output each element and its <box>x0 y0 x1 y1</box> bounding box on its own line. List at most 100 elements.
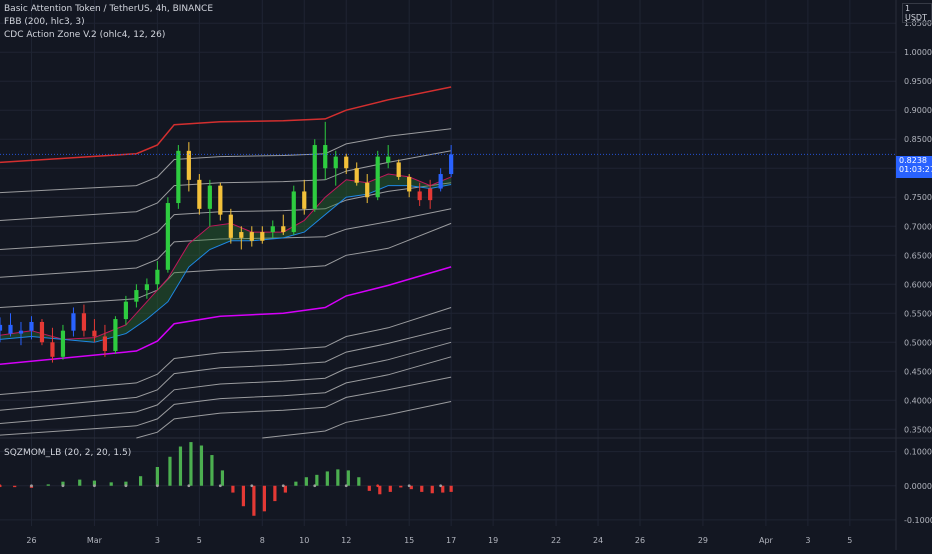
band-line-white <box>0 307 452 395</box>
momentum-bar <box>367 485 371 491</box>
momentum-bar <box>315 474 319 486</box>
momentum-bar <box>241 485 246 507</box>
time-tick-label: 10 <box>299 536 309 545</box>
band-line-white <box>0 150 452 221</box>
squeeze-dot <box>155 484 159 488</box>
candle-body <box>197 179 202 209</box>
momentum-bar <box>189 442 193 486</box>
price-tick-label: 1.0500 <box>904 19 932 28</box>
momentum-bar <box>283 485 287 493</box>
cdc-action-zone-emas <box>0 173 452 343</box>
currency-icon: 1 <box>905 4 911 13</box>
squeeze-dot <box>30 484 33 488</box>
momentum-bar <box>155 466 159 486</box>
momentum-bar <box>430 485 434 494</box>
candle-body <box>186 150 191 180</box>
candle-body <box>155 269 160 285</box>
candle-body <box>428 188 433 201</box>
bar-countdown: 01:03:27 <box>899 165 932 174</box>
squeeze-dot <box>313 484 317 488</box>
momentum-bar <box>273 485 277 502</box>
candle-body <box>312 145 317 209</box>
time-tick-label: Apr <box>759 536 774 545</box>
time-tick-label: 24 <box>593 536 603 545</box>
symbol-legend[interactable]: Basic Attention Token / TetherUS, 4h, BI… <box>4 4 214 14</box>
band-line-magenta <box>0 266 452 366</box>
squeeze-dot <box>61 484 65 488</box>
candle-body <box>407 176 412 192</box>
momentum-bar <box>357 477 361 486</box>
momentum-bar <box>409 485 413 490</box>
time-tick-label: 19 <box>488 536 498 545</box>
momentum-bar <box>388 485 392 492</box>
time-tick-label: 3 <box>155 536 160 545</box>
momentum-bar <box>220 470 225 486</box>
candle-body <box>0 324 3 331</box>
candlestick-series[interactable] <box>0 121 896 363</box>
time-tick-label: 26 <box>26 536 36 545</box>
price-tick-label: 0.4000 <box>904 396 932 405</box>
indicator-legend-fbb[interactable]: FBB (200, hlc3, 3) <box>4 17 85 27</box>
candle-body <box>92 330 97 337</box>
squeeze-dot <box>93 484 96 488</box>
time-tick-label: 22 <box>551 536 561 545</box>
momentum-bar <box>138 476 143 486</box>
candle-body <box>449 154 454 175</box>
time-tick-label: Mar <box>87 536 103 545</box>
indicator-legend-cdc[interactable]: CDC Action Zone V.2 (ohlc4, 12, 26) <box>4 30 166 40</box>
momentum-bar <box>210 455 214 486</box>
candle-body <box>365 182 370 198</box>
candle-body <box>354 168 359 183</box>
candle-body <box>165 203 170 270</box>
candle-body <box>176 150 181 204</box>
momentum-bar <box>92 480 97 486</box>
momentum-bar <box>262 485 266 512</box>
candle-body <box>239 232 244 238</box>
time-tick-label: 15 <box>404 536 414 545</box>
momentum-bar <box>399 485 403 488</box>
time-tick-label: 29 <box>698 536 708 545</box>
momentum-bar <box>304 477 308 486</box>
candle-body <box>344 156 349 169</box>
last-price-badge: 0.8238 01:03:27 <box>896 156 932 178</box>
momentum-bar <box>441 485 445 493</box>
momentum-bar <box>294 481 298 486</box>
candle-body <box>218 185 223 215</box>
candle-body <box>8 324 13 334</box>
momentum-tick-label: 0.1000 <box>904 448 932 457</box>
ema-zone-fill <box>0 174 452 343</box>
candle-body <box>29 321 34 331</box>
candle-body <box>249 232 254 241</box>
squeeze-dot <box>407 484 411 488</box>
momentum-bar <box>168 456 172 486</box>
band-line-white <box>262 401 452 439</box>
time-tick-label: 5 <box>197 536 202 545</box>
time-tick-label: 5 <box>847 536 852 545</box>
price-tick-label: 0.5500 <box>904 309 932 318</box>
momentum-bar <box>325 471 329 486</box>
squeeze-dot <box>187 484 191 488</box>
price-tick-label: 0.9500 <box>904 77 932 86</box>
candle-body <box>281 226 286 233</box>
indicator-legend-sqzmom[interactable]: SQZMOM_LB (20, 2, 20, 1.5) <box>4 448 132 458</box>
time-tick-label: 26 <box>635 536 645 545</box>
momentum-bar <box>13 485 17 488</box>
momentum-bar <box>336 469 340 486</box>
currency-label[interactable]: 1 USDT <box>902 3 932 23</box>
squeeze-dot <box>250 484 254 488</box>
price-tick-label: 0.7500 <box>904 193 932 202</box>
squeeze-dot <box>281 484 285 488</box>
candle-body <box>291 191 296 233</box>
momentum-tick-label: 0.0000 <box>904 482 932 491</box>
price-tick-label: 0.9000 <box>904 106 932 115</box>
time-tick-label: 17 <box>446 536 456 545</box>
price-tick-label: 0.6500 <box>904 251 932 260</box>
momentum-bar <box>124 481 128 486</box>
candle-body <box>260 232 265 241</box>
squeeze-dot <box>344 484 348 488</box>
squeeze-dot <box>124 484 128 488</box>
squeeze-dot <box>218 484 222 488</box>
